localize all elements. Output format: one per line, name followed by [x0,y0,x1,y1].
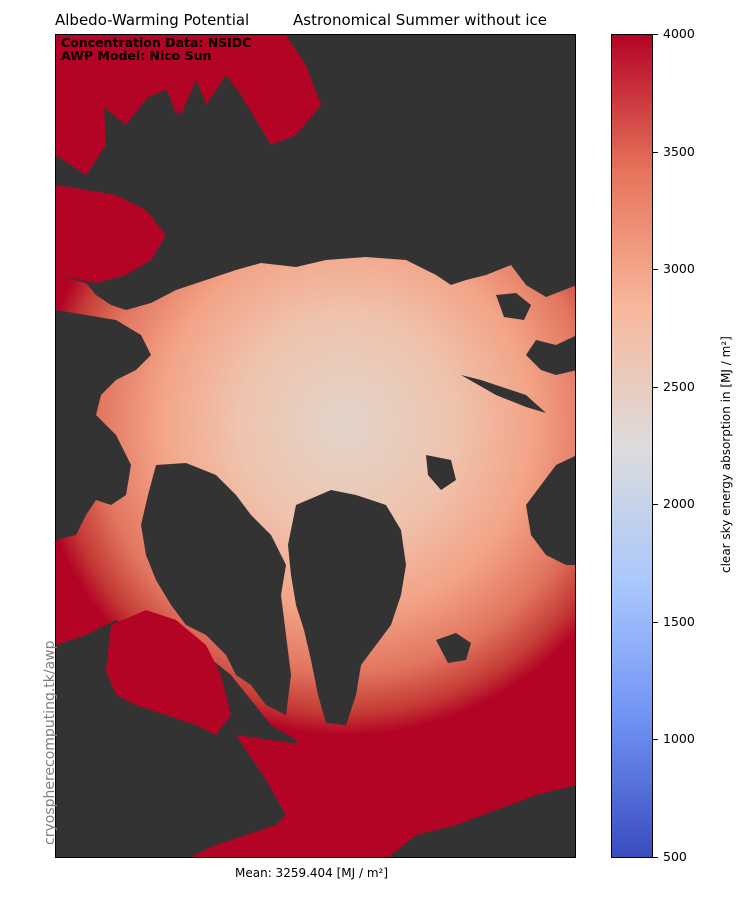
credit-model: AWP Model: Nico Sun [61,48,212,63]
colorbar-tick [653,151,658,153]
colorbar-tick [653,621,658,623]
high-awp-zones [56,35,575,857]
colorbar [611,34,653,858]
colorbar-tick-label: 2500 [663,378,695,394]
colorbar-tick-label: 4000 [663,26,695,41]
colorbar-tick [653,739,658,741]
land-wrangel [461,375,546,413]
land-canadian-archipelago [141,463,291,715]
land-alaska [526,335,575,375]
land-island-small [426,455,456,490]
colorbar-tick [653,386,658,388]
colorbar-tick-label: 3500 [663,143,695,159]
map-title: Albedo-Warming Potential [55,11,250,29]
map-subtitle: Astronomical Summer without ice [293,11,548,29]
land-greenland [288,490,406,725]
colorbar-gradient [612,35,652,857]
colorbar-tick-label: 2000 [663,496,695,512]
map-svg [56,35,575,857]
credit-data-source: Concentration Data: NSIDC [61,35,252,50]
colorbar-tick [653,269,658,271]
colorbar-title: clear sky energy absorption in [MJ / m²] [719,336,733,573]
colorbar-tick [653,857,658,858]
arctic-map [55,34,576,858]
land-island-ns [496,293,531,320]
high-awp-atlantic [236,700,575,857]
colorbar-svg [612,35,652,857]
credits: Concentration Data: NSIDC AWP Model: Nic… [61,36,251,62]
watermark: cryospherecomputing.tk/awp [42,640,58,845]
land-yukon [526,455,575,565]
high-awp-bering [56,185,166,283]
mean-label: Mean: 3259.404 [MJ / m²] [235,866,389,880]
land-bottom-right [388,785,575,857]
colorbar-tick [653,34,658,35]
land-scandinavia [56,310,151,540]
colorbar-tick-label: 3000 [663,261,695,277]
land-island-right [436,633,471,663]
colorbar-tick [653,504,658,506]
colorbar-tick-label: 1000 [663,731,695,747]
high-awp-north-top [196,35,321,145]
high-awp-barents [56,35,251,175]
colorbar-tick-label: 500 [663,849,687,864]
high-awp-hudson [106,610,231,735]
colorbar-tick-label: 1500 [663,613,695,629]
land-masses [56,35,575,857]
